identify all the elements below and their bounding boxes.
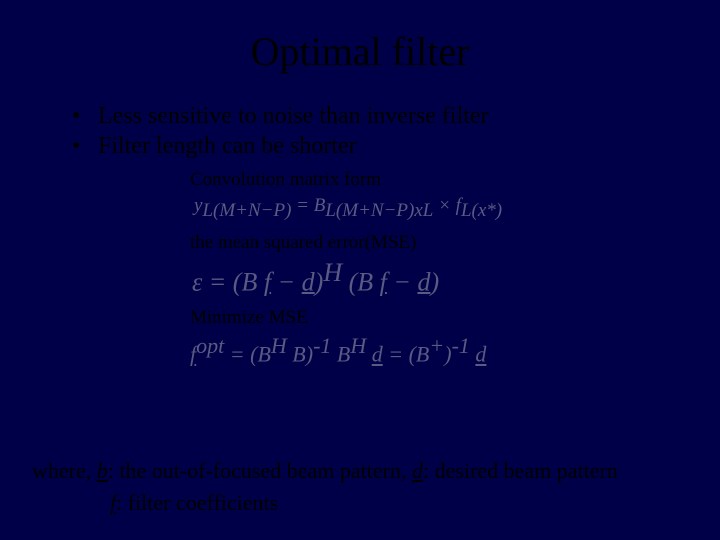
eq-opt: opt (196, 333, 224, 358)
eq-d3: d (372, 342, 383, 367)
where-line-2: f: filter coefficients (110, 490, 278, 516)
eq-rp2: ) (430, 267, 439, 296)
eq-B2: B (241, 267, 257, 296)
eq-H2: H (271, 333, 287, 358)
where-b: b (97, 458, 108, 483)
eq-times: × (433, 195, 455, 216)
eq-lp2: ( (349, 267, 358, 296)
eq-rp3: ) (306, 342, 313, 367)
eq-d2: d (417, 267, 430, 296)
eq-B: B (314, 195, 326, 216)
eq-plus: + (429, 333, 444, 358)
eq-B4: B (257, 342, 270, 367)
eq-eq3: = (224, 342, 250, 367)
eq-inv2: -1 (452, 333, 470, 358)
bullet-list: Less sensitive to noise than inverse fil… (72, 101, 680, 161)
eq-H: H (323, 258, 342, 287)
eq-eps: ε (192, 267, 202, 296)
eq-minus: − (271, 267, 302, 296)
eq-rp: ) (315, 267, 324, 296)
eq-rp4: ) (444, 342, 451, 367)
eq-f3: f (380, 267, 387, 296)
conv-label: Convolution matrix form (190, 169, 680, 191)
conv-equation: yL(M+N−P) = BL(M+N−P)xL × fL(x*) (194, 195, 680, 222)
eq-B-sub: L(M+N−P)xL (325, 200, 433, 221)
eq-f2: f (264, 267, 271, 296)
eq-y-sub: L(M+N−P) (202, 200, 291, 221)
where-line-1: where, b: the out-of-focused beam patter… (32, 458, 618, 484)
eq-eq2: = (202, 267, 233, 296)
where-f-text: : filter coefficients (116, 490, 278, 515)
bullet-item: Filter length can be shorter (72, 131, 680, 161)
eq-d4: d (475, 342, 486, 367)
bullet-item: Less sensitive to noise than inverse fil… (72, 101, 680, 131)
min-equation: fopt = (BH B)-1 BH d = (B+)-1 d (190, 333, 680, 367)
eq-f-sub: L(x*) (461, 200, 502, 221)
eq-inv: -1 (313, 333, 331, 358)
min-label: Minimize MSE (190, 307, 680, 329)
mse-label: the mean squared error(MSE) (190, 232, 680, 254)
eq-H3: H (350, 333, 366, 358)
eq-d: d (302, 267, 315, 296)
eq-B3: B (357, 267, 373, 296)
where-prefix: where, (32, 458, 97, 483)
eq-minus2: − (387, 267, 418, 296)
eq-B5: B (292, 342, 305, 367)
mse-equation: ε = (B f − d)H (B f − d) (192, 258, 680, 298)
where-b-text: : the out-of-focused beam pattern, (108, 458, 412, 483)
where-d-text: : desired beam pattern (423, 458, 618, 483)
eq-B6: B (337, 342, 350, 367)
eq-eq: = (291, 195, 313, 216)
eq-lp4: ( (409, 342, 416, 367)
eq-B7: B (416, 342, 429, 367)
slide-title: Optimal filter (40, 28, 680, 75)
where-d: d (412, 458, 423, 483)
content-column: Convolution matrix form yL(M+N−P) = BL(M… (190, 169, 680, 368)
